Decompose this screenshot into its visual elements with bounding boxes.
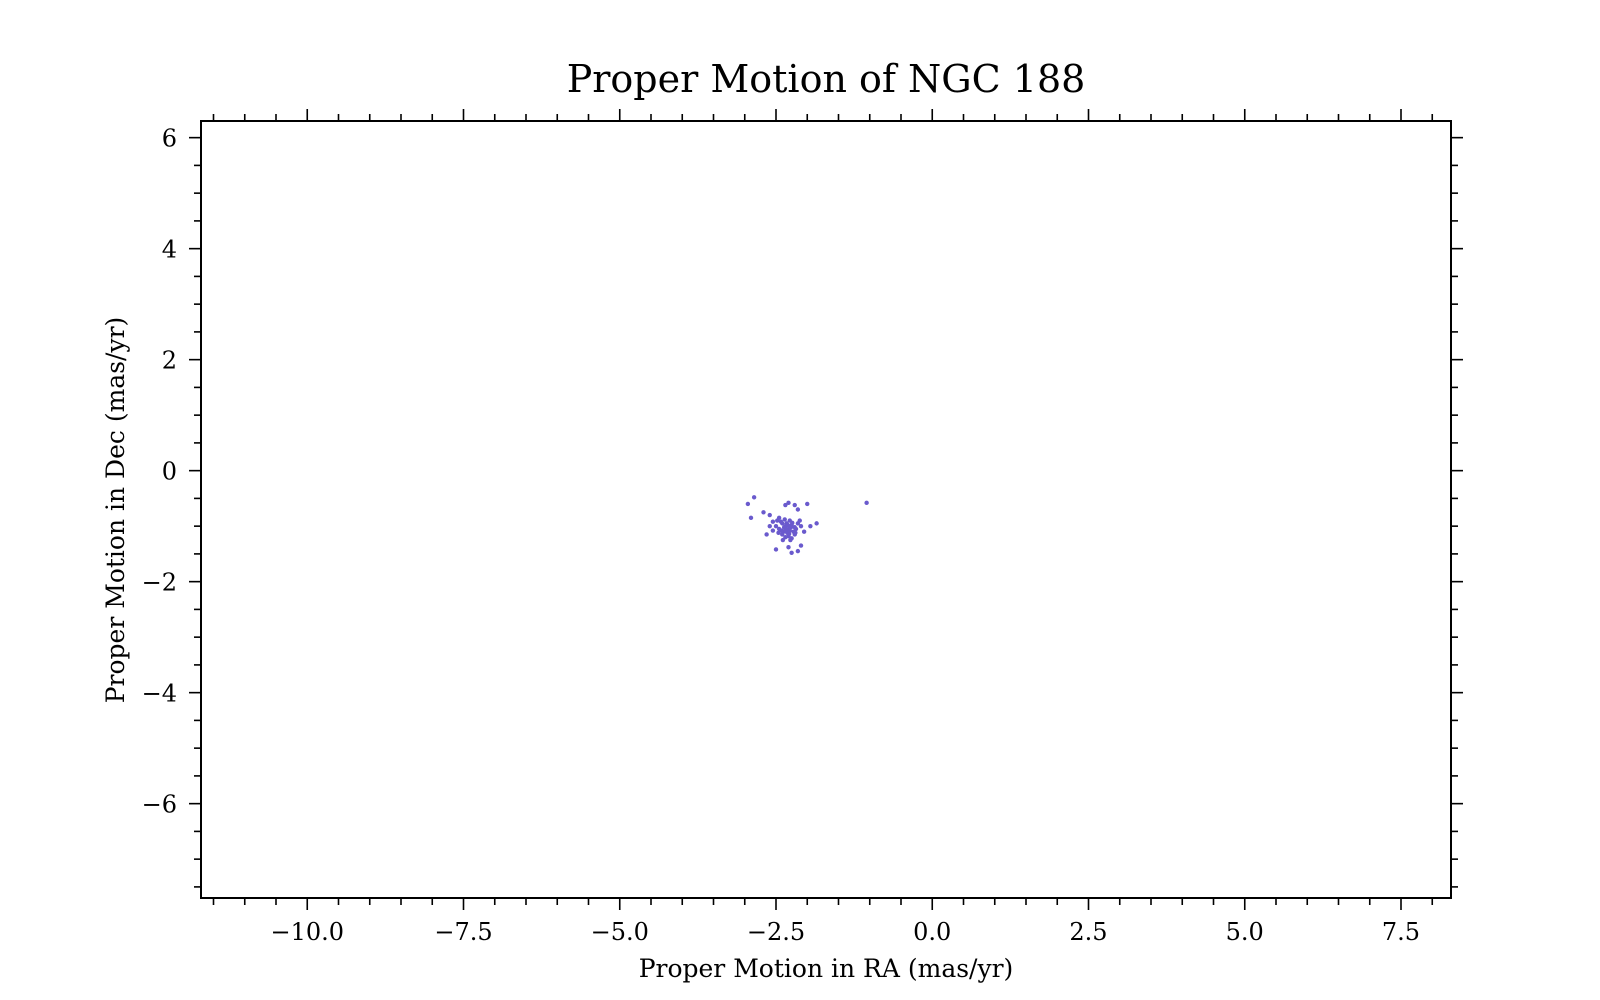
data-point — [789, 550, 794, 555]
data-point — [801, 529, 807, 534]
data-point — [778, 519, 784, 524]
data-point — [788, 537, 793, 543]
data-point — [795, 548, 801, 554]
data-point — [798, 523, 804, 529]
x-tick-label: −5.0 — [591, 918, 649, 946]
x-tick-label: 0.0 — [913, 918, 951, 946]
data-point — [805, 501, 810, 507]
x-tick-label: 5.0 — [1226, 918, 1264, 946]
data-point — [786, 531, 792, 537]
data-point — [773, 523, 779, 529]
y-tick-label: 0 — [162, 458, 177, 486]
y-tick-label: 4 — [162, 236, 177, 264]
y-tick-label: −6 — [142, 791, 177, 819]
x-tick-label: −10.0 — [270, 918, 344, 946]
data-point — [764, 532, 769, 537]
data-point — [776, 530, 781, 536]
y-tick-label: −4 — [142, 680, 177, 708]
data-point — [770, 528, 776, 533]
data-point — [786, 500, 791, 506]
data-point — [775, 518, 780, 523]
data-point — [780, 532, 785, 537]
y-tick-label: 6 — [162, 125, 177, 153]
data-point — [783, 502, 788, 508]
data-point — [748, 515, 754, 521]
data-point — [793, 530, 798, 536]
data-point — [770, 519, 776, 524]
x-axis-label: Proper Motion in RA (mas/yr) — [639, 954, 1014, 983]
data-point — [761, 510, 766, 515]
data-point — [792, 502, 797, 508]
data-point — [782, 517, 787, 522]
data-point — [798, 543, 804, 548]
y-tick-label: −2 — [142, 569, 177, 597]
data-point — [797, 518, 802, 523]
data-point — [808, 523, 813, 529]
data-point — [751, 495, 757, 500]
data-point — [767, 523, 772, 529]
x-tick-label: 2.5 — [1069, 918, 1107, 946]
ticks-layer: −10.0 −7.5 −5.0 −2.5 0.0 2.5 5.0 7.5 6 4 2 0 −2 −4 −6 — [142, 109, 1463, 946]
data-point — [793, 526, 799, 532]
data-point — [786, 545, 791, 550]
data-point — [783, 527, 789, 532]
y-axis-label: Proper Motion in Dec (mas/yr) — [101, 317, 130, 704]
data-point — [779, 528, 784, 533]
data-point — [795, 507, 801, 512]
y-tick-label: 2 — [162, 347, 177, 375]
x-tick-label: −7.5 — [434, 918, 492, 946]
data-point — [864, 500, 869, 506]
data-point — [785, 522, 791, 528]
x-tick-label: 7.5 — [1382, 918, 1420, 946]
data-point — [788, 525, 794, 530]
data-point — [773, 547, 779, 552]
data-point — [767, 512, 772, 518]
data-point — [745, 501, 751, 507]
data-point — [787, 528, 792, 533]
plot-frame — [200, 120, 1452, 899]
points-layer — [745, 495, 869, 555]
data-point — [814, 521, 819, 526]
x-tick-label: −2.5 — [747, 918, 805, 946]
chart-title: Proper Motion of NGC 188 — [567, 57, 1086, 101]
data-point — [780, 537, 786, 543]
data-point — [790, 520, 795, 526]
